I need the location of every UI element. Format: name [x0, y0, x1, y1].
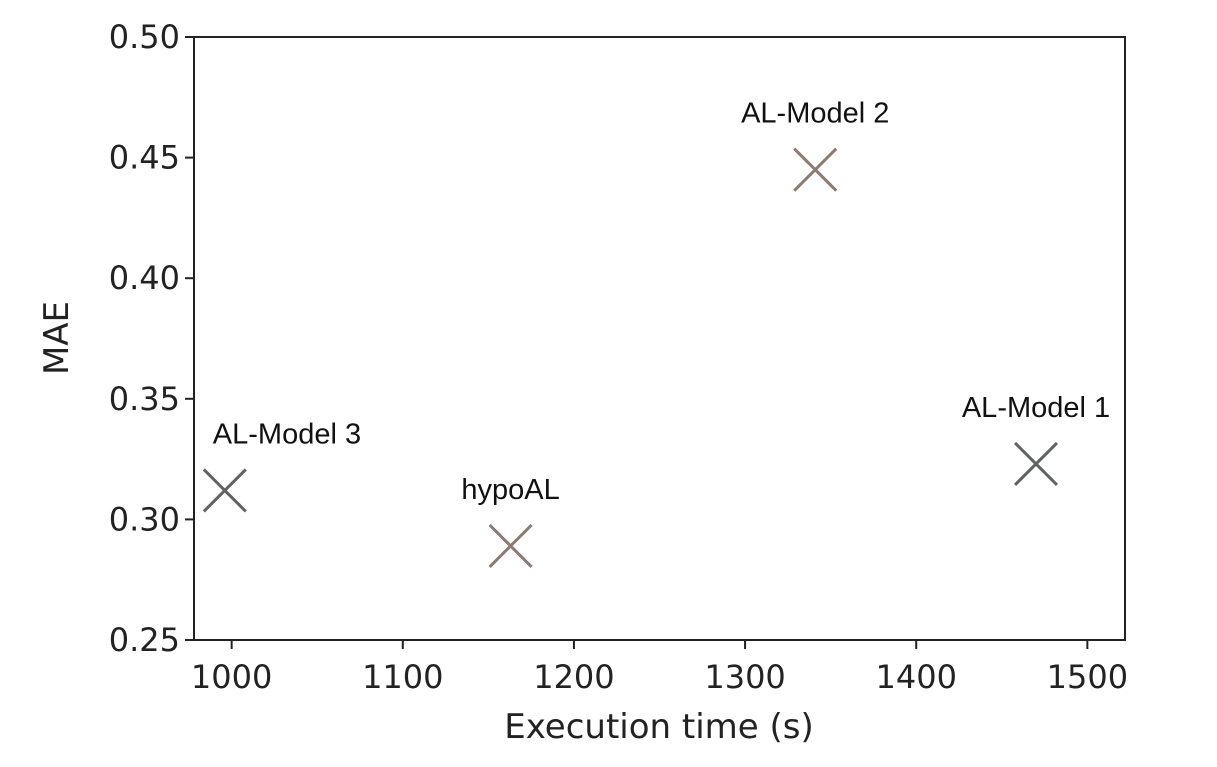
y-tick-label: 0.50 [109, 18, 180, 56]
x-marker-stroke [793, 147, 838, 192]
data-point [793, 147, 838, 192]
point-label: hypoAL [461, 474, 559, 506]
x-tick-label: 1100 [362, 658, 443, 696]
x-axis-title: Execution time (s) [504, 707, 814, 747]
x-axis: 1000 1100 1200 1300 1400 1500 [191, 640, 1128, 696]
point-label: AL-Model 2 [741, 98, 889, 130]
y-tick-label: 0.45 [109, 139, 180, 177]
x-marker-stroke [488, 523, 533, 568]
data-points: AL-Model 3 hypoAL AL-Model 2 AL-Model 1 [202, 98, 1110, 568]
data-point [202, 468, 247, 513]
data-point [1013, 441, 1059, 486]
y-tick-label: 0.35 [109, 380, 180, 418]
y-tick-label: 0.40 [109, 259, 180, 297]
y-tick-label: 0.25 [109, 621, 180, 659]
x-marker-stroke [1013, 441, 1059, 486]
x-tick-label: 1400 [875, 658, 956, 696]
x-tick-label: 1000 [191, 658, 272, 696]
x-tick-label: 1300 [704, 658, 785, 696]
y-tick-label: 0.30 [109, 500, 180, 538]
y-axis-title: MAE [37, 301, 77, 375]
point-label: AL-Model 1 [962, 392, 1110, 424]
x-marker-stroke [202, 468, 247, 513]
data-point [488, 523, 533, 568]
x-tick-label: 1500 [1047, 658, 1128, 696]
point-label: AL-Model 3 [213, 418, 361, 450]
y-axis: 0.25 0.30 0.35 0.40 0.45 0.50 [109, 18, 194, 659]
plot-area [193, 36, 1126, 641]
x-tick-label: 1200 [533, 658, 614, 696]
